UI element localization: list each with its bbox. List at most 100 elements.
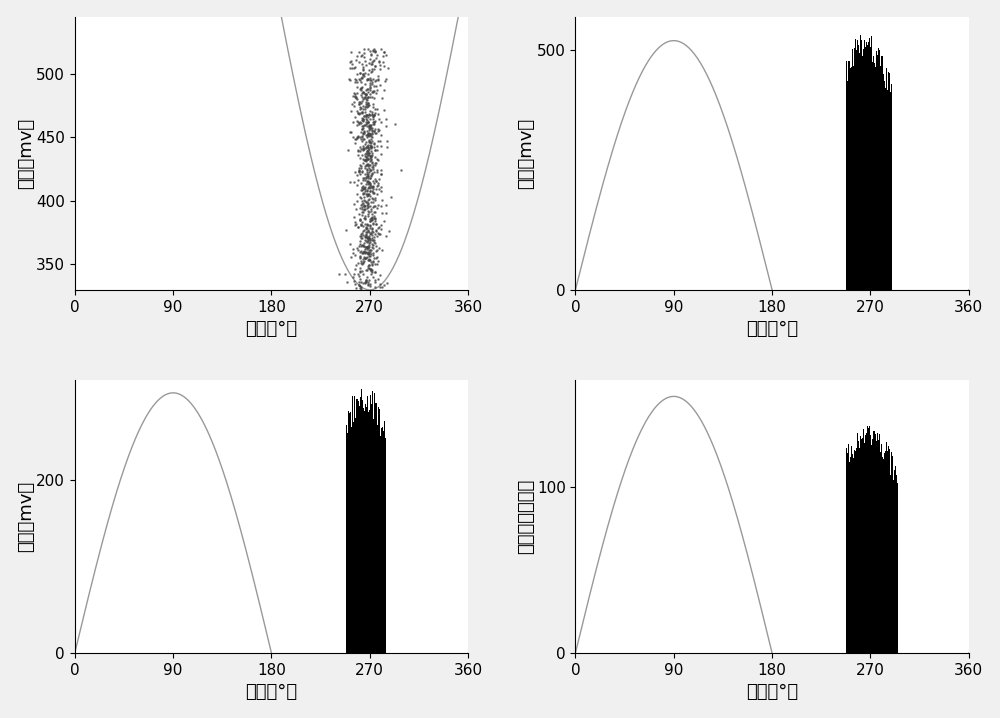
Point: [355, 120, 371, 131]
Point: [359, 151, 375, 163]
Point: [359, 146, 375, 157]
Point: [358, 246, 374, 258]
Point: [358, 113, 374, 125]
Point: [350, 130, 366, 141]
Point: [353, 160, 369, 172]
Point: [347, 279, 363, 290]
Point: [365, 202, 381, 213]
Point: [358, 155, 374, 167]
Point: [364, 63, 380, 75]
Point: [351, 56, 367, 67]
Point: [361, 99, 377, 111]
Point: [358, 141, 374, 153]
Point: [349, 68, 365, 80]
Point: [360, 235, 376, 246]
Point: [361, 274, 377, 286]
Point: [354, 265, 370, 276]
Point: [353, 50, 369, 62]
Point: [354, 108, 370, 119]
Point: [356, 182, 372, 193]
Point: [357, 56, 373, 67]
Point: [342, 238, 358, 250]
Point: [365, 44, 381, 55]
Point: [355, 241, 371, 252]
Point: [363, 264, 379, 276]
Point: [360, 235, 376, 246]
Point: [350, 222, 366, 233]
Point: [360, 278, 376, 289]
Point: [353, 246, 369, 257]
Point: [358, 153, 374, 164]
Point: [359, 220, 375, 231]
Point: [352, 281, 368, 293]
Point: [362, 185, 378, 197]
Point: [355, 174, 371, 186]
Point: [378, 49, 394, 60]
Point: [368, 241, 384, 252]
Point: [370, 108, 386, 120]
Point: [358, 84, 374, 95]
Point: [367, 173, 383, 185]
Point: [352, 214, 368, 225]
Point: [362, 190, 378, 202]
Point: [361, 254, 377, 266]
Point: [361, 162, 377, 173]
Point: [360, 68, 376, 80]
Point: [364, 241, 380, 252]
Point: [366, 213, 382, 224]
Point: [359, 131, 375, 143]
Point: [369, 164, 385, 176]
Point: [355, 113, 371, 125]
Point: [357, 253, 373, 264]
Point: [362, 280, 378, 292]
Point: [387, 118, 403, 130]
Point: [363, 180, 379, 191]
Point: [365, 111, 381, 122]
Point: [363, 67, 379, 78]
Point: [352, 253, 368, 264]
Point: [366, 109, 382, 121]
Point: [365, 197, 381, 208]
Point: [366, 109, 382, 121]
Point: [353, 200, 369, 211]
Point: [347, 133, 363, 144]
Point: [362, 85, 378, 96]
Point: [356, 225, 372, 236]
Point: [355, 61, 371, 73]
Point: [363, 140, 379, 151]
Point: [364, 162, 380, 173]
Point: [349, 133, 365, 144]
Point: [368, 183, 384, 195]
Point: [363, 119, 379, 131]
Point: [359, 251, 375, 263]
Point: [351, 270, 367, 281]
Point: [362, 81, 378, 93]
Point: [370, 177, 386, 188]
Point: [363, 49, 379, 60]
Point: [360, 208, 376, 220]
Point: [356, 119, 372, 131]
Point: [362, 164, 378, 175]
Point: [358, 221, 374, 233]
Point: [352, 131, 368, 143]
Point: [357, 154, 373, 165]
Point: [355, 122, 371, 134]
Point: [373, 148, 389, 159]
Point: [353, 76, 369, 88]
Point: [350, 149, 366, 161]
Point: [367, 258, 383, 269]
Point: [346, 62, 362, 73]
Point: [360, 146, 376, 157]
Point: [350, 108, 366, 119]
Point: [363, 264, 379, 275]
Point: [363, 266, 379, 277]
Point: [353, 117, 369, 129]
Point: [366, 252, 382, 264]
Point: [355, 87, 371, 98]
Point: [359, 227, 375, 238]
Point: [360, 127, 376, 139]
Point: [354, 106, 370, 118]
Point: [371, 221, 387, 233]
Point: [365, 162, 381, 173]
Point: [359, 196, 375, 208]
